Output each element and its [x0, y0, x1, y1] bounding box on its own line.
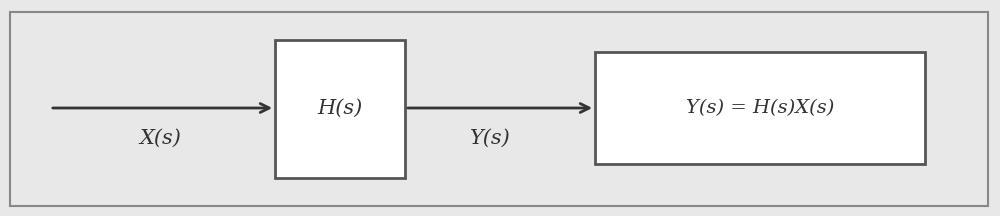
Bar	[275, 40, 405, 178]
Text: H(s): H(s)	[317, 98, 363, 118]
Text: X(s): X(s)	[139, 129, 181, 148]
Bar	[10, 12, 988, 206]
Text: Y(s) = H(s)X(s): Y(s) = H(s)X(s)	[686, 99, 834, 117]
Text: Y(s): Y(s)	[470, 129, 510, 148]
Bar	[595, 52, 925, 164]
